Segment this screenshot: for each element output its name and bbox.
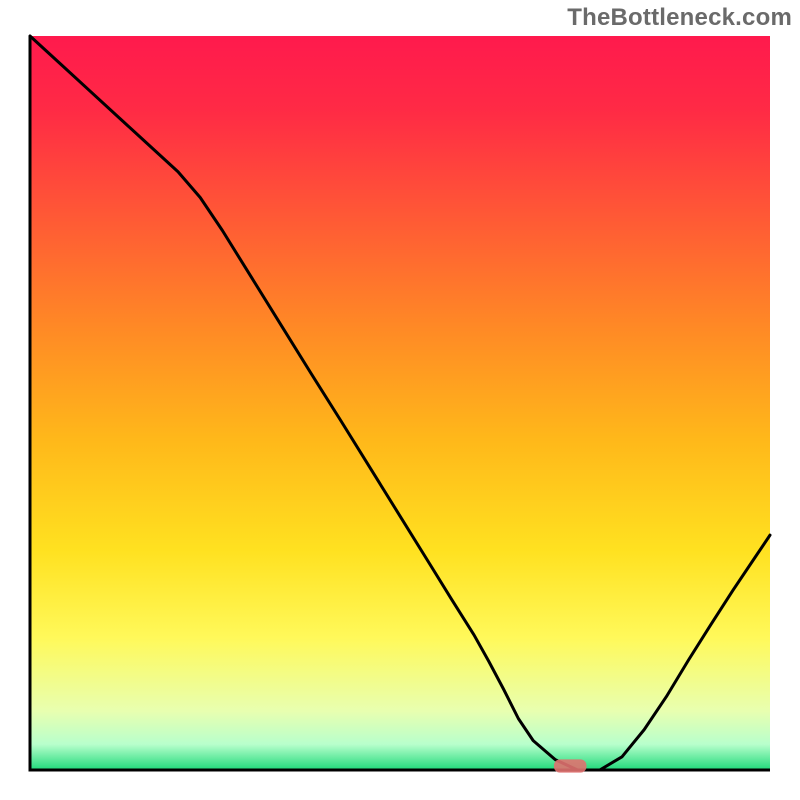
watermark-text: TheBottleneck.com: [567, 4, 792, 32]
optimal-marker: [554, 759, 587, 772]
bottleneck-chart: [0, 0, 800, 800]
gradient-background: [30, 36, 770, 770]
